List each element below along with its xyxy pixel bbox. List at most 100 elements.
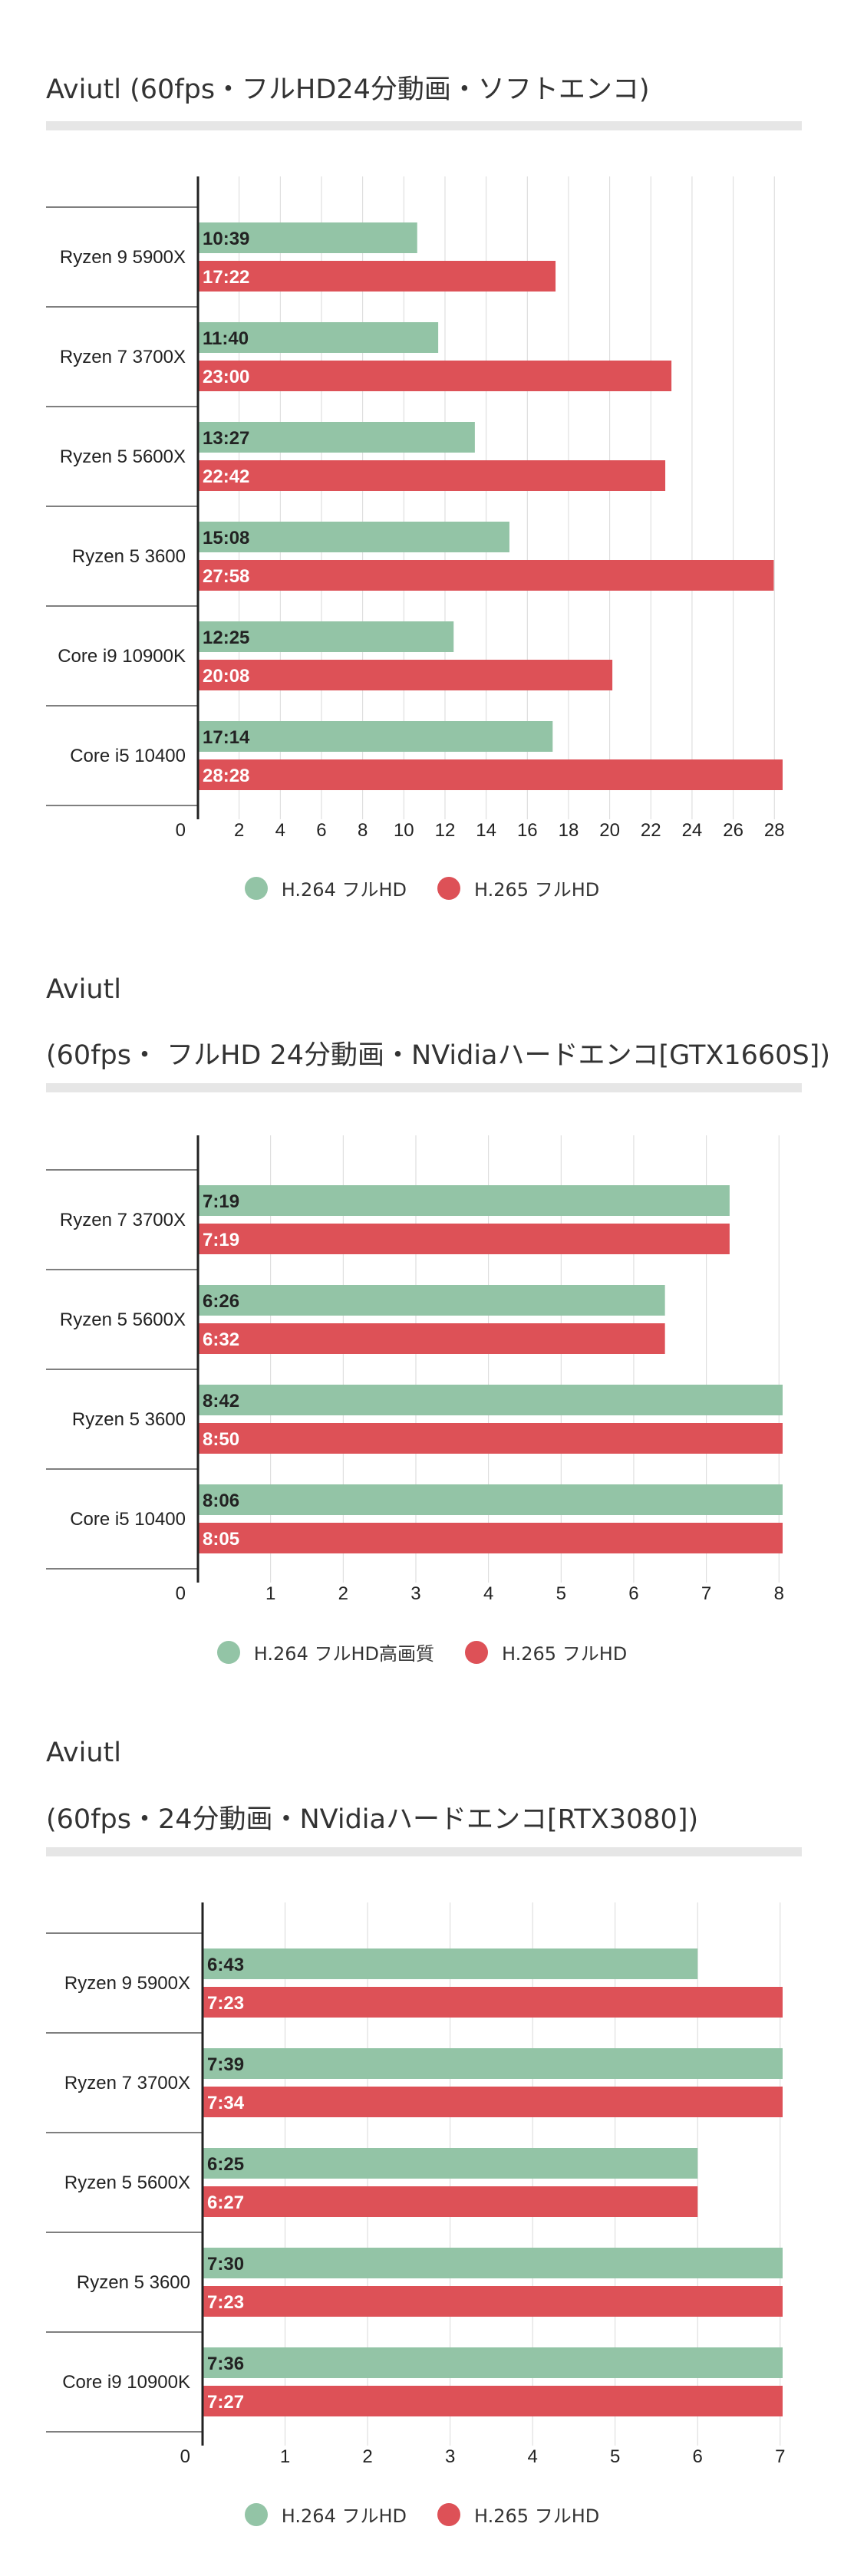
data-label: 8:05 — [203, 1529, 239, 1550]
tick-label: 20 — [599, 820, 620, 841]
category-label: Ryzen 7 3700X — [60, 1210, 186, 1230]
tick-label: 14 — [476, 820, 496, 841]
tick-label: 28 — [764, 820, 785, 841]
legend-label: H.265 フルHD — [474, 879, 600, 901]
data-label: 12:25 — [203, 628, 249, 648]
data-label: 7:30 — [207, 2254, 244, 2275]
bar — [198, 721, 553, 752]
data-label: 8:50 — [203, 1429, 239, 1450]
chart-title-line-2: (60fps・24分動画・NVidiaハードエンコ[RTX3080]) — [46, 1804, 699, 1835]
legend-item-h264: H.264 フルHD — [244, 875, 407, 901]
category-label: Core i5 10400 — [70, 1509, 186, 1530]
data-label: 6:26 — [203, 1291, 239, 1312]
category-label: Ryzen 5 5600X — [60, 446, 186, 467]
tick-label: 1 — [280, 2446, 290, 2467]
tick-label: 4 — [483, 1583, 493, 1604]
tick-label: 1 — [265, 1583, 275, 1604]
chart-title-line-1: Aviutl — [46, 974, 121, 1005]
data-label: 7:19 — [203, 1191, 239, 1212]
bar — [198, 759, 783, 790]
bar — [198, 660, 613, 690]
chart-title: Aviutl (60fps・フルHD24分動画・ソフトエンコ) — [46, 74, 650, 105]
data-label: 7:23 — [207, 2292, 244, 2313]
category-label: Ryzen 9 5900X — [60, 247, 186, 268]
category-label: Ryzen 7 3700X — [64, 2073, 190, 2093]
tick-label: 12 — [435, 820, 456, 841]
data-label: 17:14 — [203, 727, 250, 748]
bar — [198, 1185, 730, 1216]
bar — [203, 2248, 783, 2278]
legend-label: H.264 フルHD — [281, 879, 407, 901]
tick-label: 16 — [517, 820, 538, 841]
title-divider — [46, 121, 802, 130]
legend-label: H.264 フルHD — [281, 2505, 407, 2527]
category-label: Ryzen 7 3700X — [60, 347, 186, 367]
data-label: 7:19 — [203, 1230, 239, 1250]
tick-label: 2 — [234, 820, 244, 841]
legend-label: H.265 フルHD — [474, 2505, 600, 2527]
bar — [203, 2048, 783, 2079]
data-label: 28:28 — [203, 766, 249, 786]
tick-label: 0 — [176, 820, 186, 841]
data-label: 11:40 — [203, 328, 249, 349]
bar — [203, 2347, 783, 2378]
bar — [203, 2286, 783, 2317]
bar — [198, 1423, 783, 1454]
data-label: 6:32 — [203, 1329, 239, 1350]
data-label: 20:08 — [203, 666, 249, 687]
bar — [198, 522, 509, 552]
legend-swatch-green — [216, 1640, 240, 1664]
bar — [198, 422, 475, 453]
bar — [198, 1523, 783, 1553]
bar-chart: 10:39 17:22 Ryzen 9 5900X 11:40 23:00 Ryzen 7… — [46, 176, 785, 841]
legend-swatch-red — [437, 2502, 460, 2526]
data-label: 7:34 — [207, 2093, 245, 2113]
bar — [198, 1385, 783, 1415]
legend-item-h265: H.265 フルHD — [437, 875, 599, 901]
legend-item-h264: H.264 フルHD — [244, 2501, 407, 2528]
data-label: 6:25 — [207, 2154, 244, 2175]
bar — [198, 261, 556, 292]
legend-label: H.265 フルHD — [502, 1643, 628, 1665]
tick-label: 7 — [775, 2446, 785, 2467]
tick-label: 4 — [275, 820, 285, 841]
chart-legend: H.264 フルHD H.265 フルHD — [0, 2501, 844, 2528]
tick-label: 24 — [682, 820, 703, 841]
bar — [198, 1285, 665, 1316]
category-label: Ryzen 5 5600X — [60, 1309, 186, 1330]
tick-label: 2 — [362, 2446, 372, 2467]
category-label: Core i9 10900K — [62, 2372, 190, 2393]
data-label: 7:27 — [207, 2392, 244, 2413]
tick-label: 10 — [394, 820, 414, 841]
data-label: 6:27 — [207, 2192, 244, 2213]
category-label: Ryzen 5 3600 — [77, 2272, 190, 2293]
legend-label: H.264 フルHD高画質 — [253, 1643, 434, 1665]
data-label: 7:36 — [207, 2354, 244, 2374]
bar — [198, 1224, 730, 1254]
bar — [198, 1484, 783, 1515]
bar-chart: 6:43 7:23 Ryzen 9 5900X 7:39 7:34 Ryzen 7 370… — [46, 1902, 785, 2467]
tick-label: 0 — [176, 1583, 186, 1604]
data-label: 17:22 — [203, 267, 249, 288]
bar — [198, 460, 666, 491]
tick-label: 6 — [628, 1583, 638, 1604]
data-label: 6:43 — [207, 1955, 244, 1975]
data-label: 7:23 — [207, 1993, 244, 2014]
bar — [203, 2087, 783, 2117]
legend-item-h264: H.264 フルHD高画質 — [216, 1639, 434, 1665]
tick-label: 3 — [445, 2446, 455, 2467]
data-label: 7:39 — [207, 2054, 244, 2075]
data-label: 10:39 — [203, 229, 249, 249]
bar — [203, 2186, 698, 2217]
tick-label: 5 — [610, 2446, 620, 2467]
tick-label: 22 — [641, 820, 661, 841]
tick-label: 2 — [338, 1583, 348, 1604]
bar — [203, 2386, 783, 2416]
category-label: Core i9 10900K — [58, 646, 186, 667]
legend-swatch-green — [244, 2502, 268, 2526]
tick-label: 26 — [723, 820, 743, 841]
category-label: Ryzen 9 5900X — [64, 1973, 190, 1994]
bar — [203, 1948, 698, 1979]
chart-legend: H.264 フルHD高画質 H.265 フルHD — [0, 1639, 844, 1665]
chart-title-line-2: (60fps・ フルHD 24分動画・NVidiaハードエンコ[GTX1660S… — [46, 1040, 830, 1071]
